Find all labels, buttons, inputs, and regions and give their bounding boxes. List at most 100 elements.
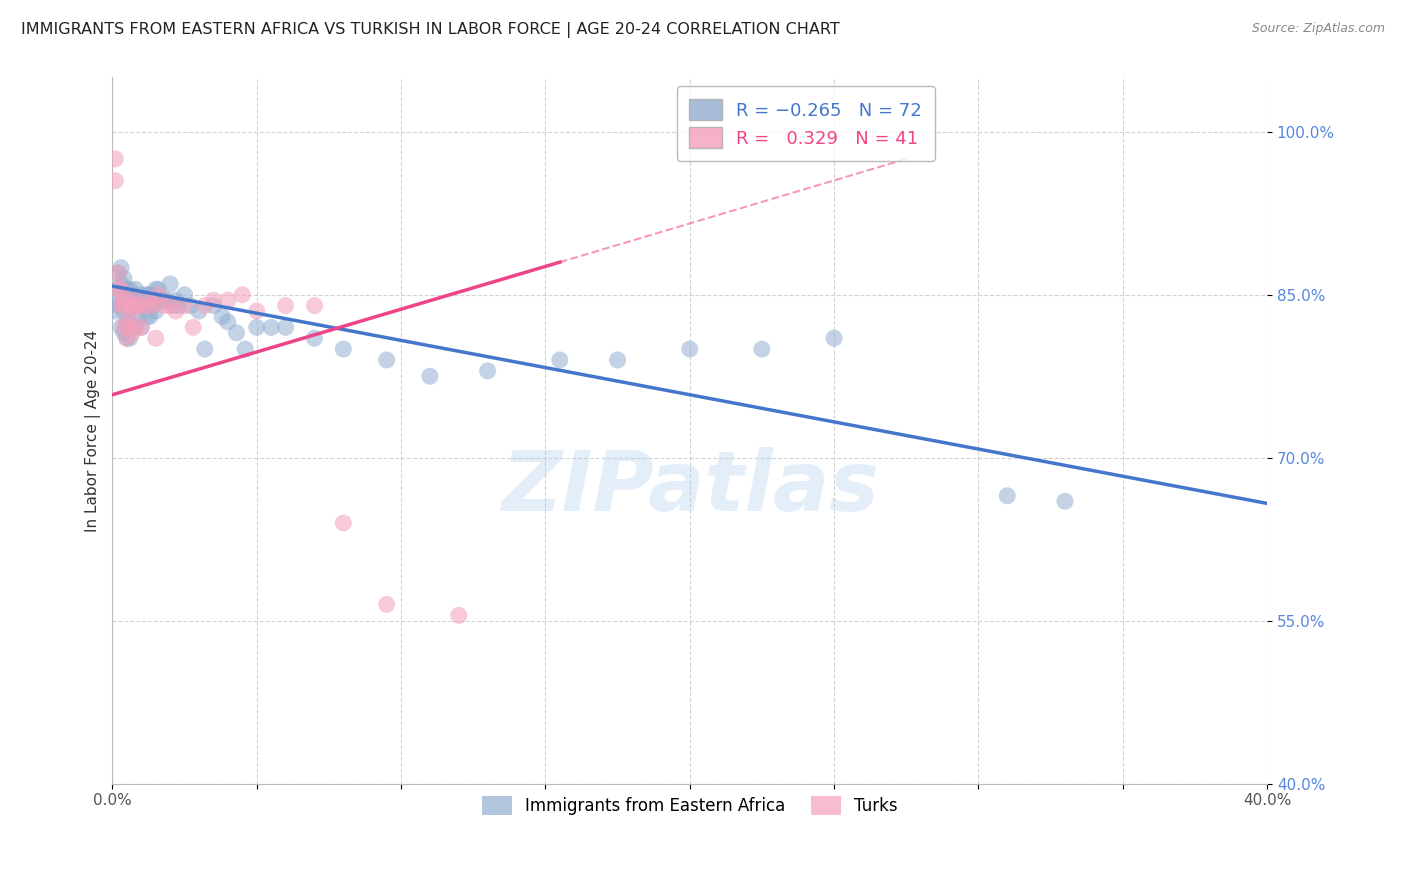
Point — [1053, 494, 1076, 508]
Point — [139, 310, 162, 324]
Point — [115, 331, 138, 345]
Point — [233, 342, 256, 356]
Point — [110, 260, 132, 275]
Point — [217, 293, 239, 308]
Point — [104, 304, 127, 318]
Point — [110, 320, 132, 334]
Point — [194, 299, 217, 313]
Point — [112, 293, 135, 308]
Point — [112, 287, 135, 301]
Point — [165, 293, 187, 308]
Point — [447, 608, 470, 623]
Point — [139, 293, 162, 308]
Point — [110, 277, 132, 291]
Point — [107, 266, 129, 280]
Point — [304, 299, 326, 313]
Point — [115, 315, 138, 329]
Point — [156, 293, 179, 308]
Point — [181, 320, 204, 334]
Point — [419, 369, 441, 384]
Point — [110, 282, 132, 296]
Point — [129, 299, 152, 313]
Point — [115, 331, 138, 345]
Point — [110, 299, 132, 313]
Point — [606, 353, 628, 368]
Point — [124, 299, 146, 313]
Point — [124, 320, 146, 334]
Point — [115, 299, 138, 313]
Point — [112, 326, 135, 340]
Point — [153, 299, 176, 313]
Point — [217, 315, 239, 329]
Point — [115, 282, 138, 296]
Point — [148, 287, 170, 301]
Point — [115, 315, 138, 329]
Point — [548, 353, 571, 368]
Point — [246, 320, 269, 334]
Y-axis label: In Labor Force | Age 20-24: In Labor Force | Age 20-24 — [86, 329, 101, 532]
Point — [231, 287, 253, 301]
Point — [112, 271, 135, 285]
Point — [159, 299, 181, 313]
Point — [121, 299, 143, 313]
Point — [110, 299, 132, 313]
Point — [194, 342, 217, 356]
Point — [823, 331, 845, 345]
Point — [173, 299, 195, 313]
Text: IMMIGRANTS FROM EASTERN AFRICA VS TURKISH IN LABOR FORCE | AGE 20-24 CORRELATION: IMMIGRANTS FROM EASTERN AFRICA VS TURKIS… — [21, 22, 839, 38]
Point — [107, 282, 129, 296]
Point — [104, 174, 127, 188]
Point — [104, 152, 127, 166]
Point — [139, 287, 162, 301]
Point — [375, 353, 398, 368]
Point — [115, 293, 138, 308]
Point — [145, 304, 167, 318]
Point — [127, 310, 149, 324]
Point — [129, 320, 152, 334]
Point — [211, 310, 233, 324]
Point — [142, 299, 165, 313]
Point — [142, 299, 165, 313]
Point — [751, 342, 773, 356]
Point — [153, 293, 176, 308]
Point — [118, 315, 141, 329]
Point — [202, 293, 225, 308]
Point — [165, 304, 187, 318]
Point — [188, 304, 211, 318]
Point — [477, 364, 499, 378]
Point — [121, 320, 143, 334]
Point — [375, 598, 398, 612]
Point — [118, 293, 141, 308]
Point — [124, 320, 146, 334]
Point — [150, 293, 173, 308]
Point — [145, 331, 167, 345]
Point — [274, 320, 297, 334]
Point — [107, 299, 129, 313]
Point — [179, 299, 201, 313]
Point — [129, 320, 152, 334]
Point — [145, 282, 167, 296]
Point — [246, 304, 269, 318]
Text: ZIPatlas: ZIPatlas — [501, 447, 879, 527]
Point — [112, 304, 135, 318]
Point — [225, 326, 247, 340]
Point — [118, 299, 141, 313]
Point — [995, 489, 1018, 503]
Point — [118, 282, 141, 296]
Point — [304, 331, 326, 345]
Point — [121, 326, 143, 340]
Point — [148, 282, 170, 296]
Point — [136, 310, 159, 324]
Point — [679, 342, 702, 356]
Point — [260, 320, 283, 334]
Point — [127, 299, 149, 313]
Point — [332, 342, 354, 356]
Point — [118, 320, 141, 334]
Point — [167, 299, 190, 313]
Point — [107, 266, 129, 280]
Point — [121, 287, 143, 301]
Point — [173, 287, 195, 301]
Legend: Immigrants from Eastern Africa, Turks: Immigrants from Eastern Africa, Turks — [472, 786, 907, 825]
Point — [107, 282, 129, 296]
Point — [136, 299, 159, 313]
